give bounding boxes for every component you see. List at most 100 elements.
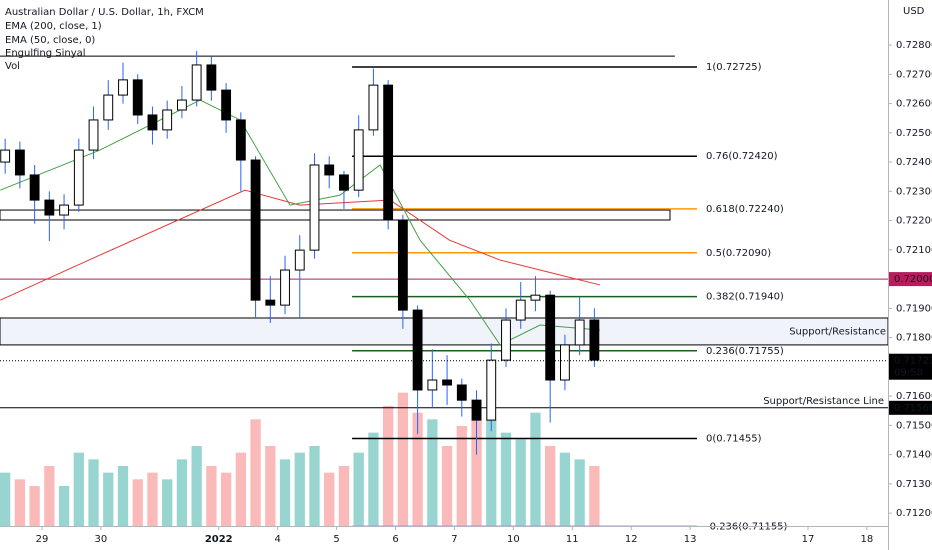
candle-body <box>206 64 217 91</box>
candle-body <box>589 319 600 361</box>
x-tick-label: 5 <box>333 534 339 545</box>
volume-bar <box>515 439 526 526</box>
volume-bar <box>0 472 11 526</box>
volume-bar <box>162 479 173 526</box>
x-tick-label: 4 <box>274 534 280 545</box>
candle-body <box>235 119 246 161</box>
volume-bar <box>73 452 84 526</box>
price-tag <box>889 272 932 287</box>
plot-area: Support/Resistance Support/Resistance Lin… <box>0 50 889 532</box>
price-tag-label: 0.72000 <box>894 274 932 285</box>
candle-body <box>442 379 452 386</box>
candle-body <box>559 344 570 381</box>
candle-body <box>44 199 55 216</box>
candle-body <box>545 294 556 381</box>
x-tick-label: 7 <box>451 534 457 545</box>
candle-body <box>339 174 349 191</box>
fib-label: 0.618(0.72240) <box>706 204 784 215</box>
candle-body <box>250 159 261 301</box>
x-tick-label: 30 <box>95 534 108 545</box>
volume-bar <box>58 486 70 526</box>
volume-bar <box>279 459 291 526</box>
candle-body <box>471 399 482 421</box>
candle-body <box>59 204 69 216</box>
volume-bar <box>589 466 600 526</box>
volume-bar <box>530 412 541 526</box>
volume-bar <box>368 432 379 526</box>
candle-body <box>486 359 497 421</box>
candle-body <box>324 164 335 176</box>
candle-body <box>191 64 202 101</box>
x-tick-label: 29 <box>36 534 49 545</box>
volume-bar <box>220 472 232 526</box>
price-tag <box>889 353 932 380</box>
volume-bar <box>353 452 364 526</box>
x-tick-label: 12 <box>625 534 638 545</box>
candle-body <box>14 149 25 176</box>
candle-body <box>29 174 40 201</box>
candle-body <box>412 309 423 391</box>
candle-body <box>383 84 394 221</box>
zone <box>0 209 671 221</box>
candle-body <box>427 379 438 391</box>
volume-bar <box>103 472 114 526</box>
volume-bar <box>294 452 305 526</box>
fib-label: 0.76(0.72420) <box>706 151 778 162</box>
candle-body <box>574 319 585 346</box>
volume-bar <box>456 426 467 526</box>
volume-bar <box>250 419 261 526</box>
volume-bar <box>427 419 438 526</box>
candle-body <box>309 164 320 251</box>
indicator-label: Engulfing Sinyal <box>5 48 86 59</box>
volume-bar <box>235 452 246 526</box>
zone-label: Support/Resistance <box>789 326 886 337</box>
zone <box>0 317 889 346</box>
line-label: Support/Resistance Line <box>763 396 884 407</box>
x-tick-label: 13 <box>684 534 697 545</box>
legend-entry: EMA (50, close, 0) <box>5 35 95 46</box>
candle-body <box>397 219 408 311</box>
fib-label: 0.5(0.72090) <box>706 248 771 259</box>
candle-body <box>103 94 114 121</box>
candle-body <box>88 119 99 151</box>
volume-bar <box>441 446 453 526</box>
volume-bar <box>545 446 556 526</box>
candle-body <box>118 79 128 96</box>
candle-body <box>456 384 467 401</box>
price-tag-time: 09:58 <box>894 368 923 379</box>
x-tick-label: 18 <box>861 534 874 545</box>
volume-bar <box>559 452 571 526</box>
candle-body <box>265 299 276 306</box>
volume-bar <box>191 446 202 526</box>
volume-bar <box>338 466 350 526</box>
candle-body <box>530 294 541 301</box>
candle-body <box>177 99 187 111</box>
price-tag-label: 0.71560 <box>894 403 932 414</box>
candle-body <box>147 114 158 131</box>
x-tick-label: 17 <box>802 534 815 545</box>
volume-bar <box>29 486 40 526</box>
volume-bar <box>471 399 482 526</box>
candle-body <box>73 149 84 206</box>
candle-body <box>162 109 173 131</box>
volume-bar <box>44 466 55 526</box>
price-tag-label: 0.71721 <box>894 356 932 367</box>
volume-bar <box>486 419 497 526</box>
volume-bar <box>309 446 320 526</box>
volume-bar <box>176 459 188 526</box>
volume-bar <box>147 472 158 526</box>
volume-bar <box>132 479 143 526</box>
